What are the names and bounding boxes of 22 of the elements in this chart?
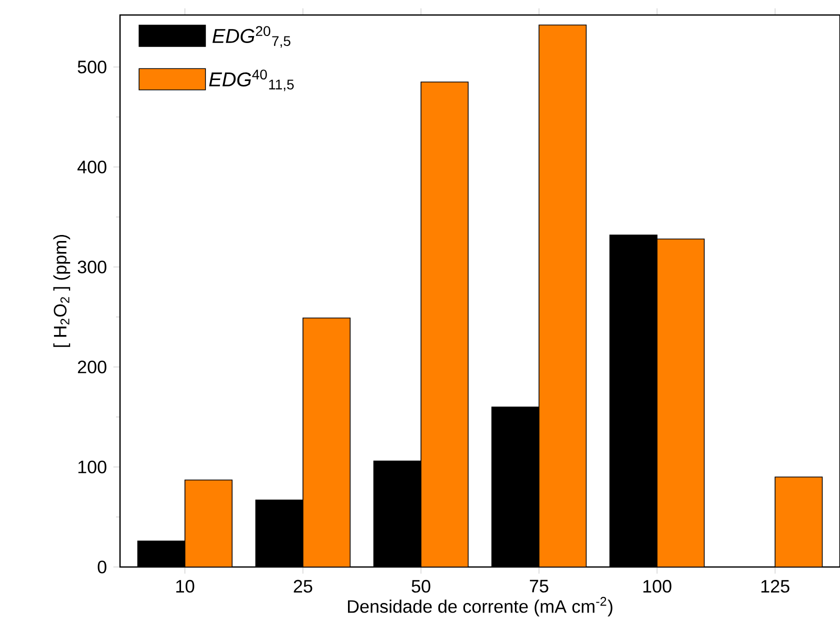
y-tick-label: 0 (98, 560, 106, 574)
x-tick-label: 75 (530, 580, 548, 592)
y-tick-label: 500 (78, 60, 106, 74)
bar (420, 82, 468, 567)
x-tick-label: 50 (412, 580, 430, 593)
x-tick-label: 25 (294, 580, 312, 593)
bar (656, 238, 705, 567)
y-tick-label: 100 (78, 460, 106, 474)
y-tick-label: 400 (77, 160, 106, 174)
legend-label: EDG$^{20}$7,5 (212, 26, 290, 48)
legend-label: EDG$^{40}$11,5 (209, 70, 294, 92)
x-axis-title: Densidade de corrente (mA cm$^{-2}$) (348, 596, 612, 616)
y-tick-label: 200 (78, 360, 106, 374)
x-tick-label: 10 (176, 580, 194, 593)
bar (774, 476, 823, 567)
x-tick-label: 100 (643, 580, 672, 593)
bar (302, 318, 350, 567)
x-tick-label: 125 (761, 580, 790, 593)
bar (184, 480, 232, 567)
y-tick-label: 300 (78, 260, 106, 274)
bar (539, 24, 586, 567)
y-axis-title: [ H$_{2}$O$_{2}$ ] (ppm) (53, 234, 70, 347)
